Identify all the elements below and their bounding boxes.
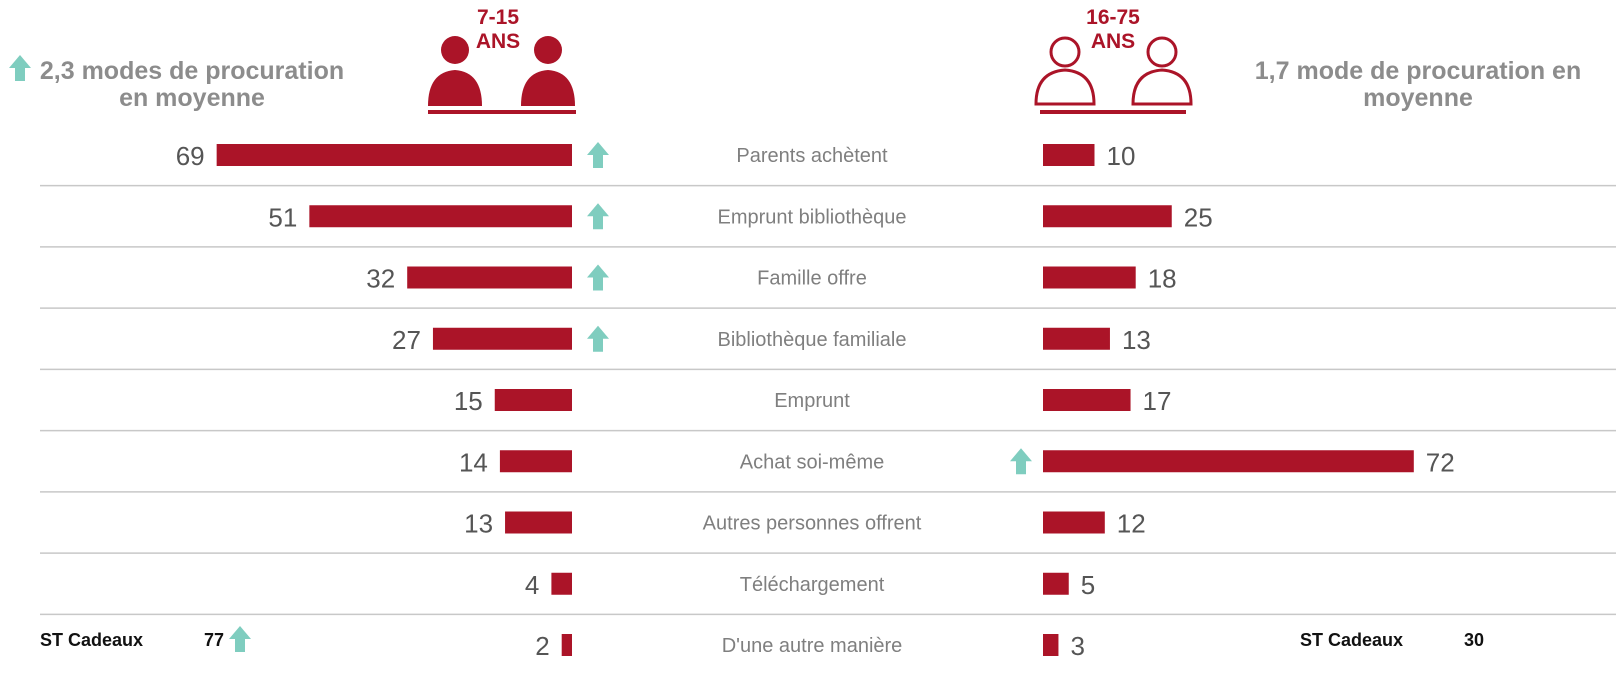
value-label: 3 bbox=[1070, 631, 1084, 661]
category-label: Bibliothèque familiale bbox=[717, 329, 906, 351]
value-label: 4 bbox=[525, 570, 539, 600]
increase-arrow bbox=[587, 142, 609, 168]
category-label: D'une autre manière bbox=[722, 635, 903, 657]
bar bbox=[1043, 389, 1131, 411]
value-label: 32 bbox=[366, 264, 395, 294]
value-label: 5 bbox=[1081, 570, 1095, 600]
bar bbox=[1043, 205, 1172, 228]
increase-arrow bbox=[587, 325, 609, 352]
category-label: Famille offre bbox=[757, 268, 867, 290]
value-label: 15 bbox=[454, 386, 483, 416]
value-label: 25 bbox=[1184, 202, 1213, 232]
average-summary: 1,7 mode de procuration en moyenne bbox=[1254, 57, 1582, 112]
bar bbox=[309, 205, 572, 228]
icon-underline bbox=[1040, 110, 1186, 114]
value-label: 10 bbox=[1107, 141, 1136, 171]
increase-arrow bbox=[587, 203, 609, 230]
value-label: 2 bbox=[535, 631, 549, 661]
category-label: Parents achètent bbox=[736, 145, 888, 167]
subtotal-value: 30 bbox=[1464, 630, 1485, 650]
value-label: 72 bbox=[1426, 447, 1455, 477]
bar bbox=[1043, 572, 1069, 595]
increase-arrow bbox=[587, 264, 609, 291]
bar bbox=[561, 634, 572, 656]
bar bbox=[1043, 327, 1110, 350]
subtotal-label: ST Cadeaux bbox=[40, 630, 144, 650]
bar bbox=[432, 327, 572, 350]
average-summary: 2,3 modes de procuration en moyenne bbox=[39, 57, 345, 112]
value-label: 18 bbox=[1148, 264, 1177, 294]
value-label: 69 bbox=[176, 141, 205, 171]
value-label: 13 bbox=[464, 509, 493, 539]
bar bbox=[1043, 634, 1059, 656]
category-label: Emprunt bbox=[774, 390, 850, 412]
value-label: 12 bbox=[1117, 509, 1146, 539]
adults-icon bbox=[1034, 36, 1193, 106]
value-label: 17 bbox=[1143, 386, 1172, 416]
increase-arrow bbox=[9, 55, 31, 81]
value-label: 13 bbox=[1122, 325, 1151, 355]
value-label: 14 bbox=[459, 447, 488, 477]
age-group-label: 7-15 ANS bbox=[475, 6, 521, 53]
category-label: Emprunt bibliothèque bbox=[717, 206, 906, 228]
bar bbox=[407, 266, 572, 289]
subtotal-label: ST Cadeaux bbox=[1300, 630, 1404, 650]
kids-icon bbox=[428, 36, 576, 114]
bar bbox=[1043, 144, 1095, 166]
increase-arrow bbox=[229, 626, 251, 652]
category-label: Autres personnes offrent bbox=[703, 513, 922, 535]
subtotal-value: 77 bbox=[204, 630, 225, 650]
bar bbox=[216, 144, 572, 166]
bar bbox=[1043, 266, 1136, 289]
age-group-label: 16-75 ANS bbox=[1086, 6, 1140, 53]
bar bbox=[1043, 511, 1105, 534]
category-label: Téléchargement bbox=[740, 574, 885, 596]
value-label: 27 bbox=[392, 325, 421, 355]
bar bbox=[1043, 450, 1414, 473]
category-label: Achat soi-même bbox=[740, 451, 885, 473]
bar bbox=[551, 572, 572, 595]
increase-arrow bbox=[1010, 448, 1032, 475]
bar bbox=[499, 450, 572, 473]
bar bbox=[505, 511, 572, 534]
bar bbox=[494, 389, 572, 411]
value-label: 51 bbox=[268, 202, 297, 232]
